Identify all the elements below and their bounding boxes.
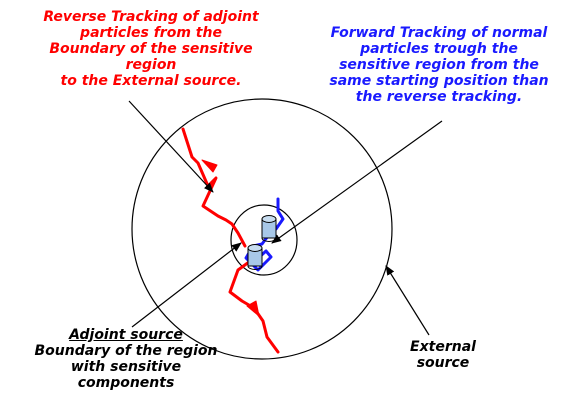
forward-tracking-label: Forward Tracking of normal particles tro… — [308, 25, 570, 105]
cylinder-icon — [247, 244, 263, 270]
external-label-pointer — [385, 265, 430, 336]
adjoint-source-line: Boundary of the region — [34, 343, 218, 359]
sensitive-region-circle — [230, 204, 298, 276]
cylinder-icon — [261, 215, 277, 242]
adjoint-source-line: with sensitive — [70, 359, 182, 375]
forward-tracking-line: sensitive region from the — [339, 57, 539, 73]
reverse-track-arrowhead — [201, 159, 218, 173]
adjoint-source-line: components — [77, 375, 175, 391]
reverse-track-outer-segment — [181, 127, 247, 248]
reverse-tracking-line: particles from the — [80, 25, 222, 41]
reverse-track-inner-segment — [228, 260, 280, 354]
reverse-track — [181, 127, 280, 354]
forward-tracking-line: Forward Tracking of normal — [330, 25, 548, 41]
forward-label-pointer — [271, 120, 443, 244]
external-source-line: External — [410, 339, 476, 355]
forward-tracking-line: the reverse tracking. — [355, 89, 523, 105]
reverse-tracking-line: region — [125, 57, 177, 73]
adjoint-label-pointer — [131, 242, 242, 328]
reverse-track-arrowhead-lower — [246, 300, 260, 317]
external-source-label: External source — [388, 339, 498, 371]
external-source-line: source — [416, 355, 470, 371]
reverse-tracking-line: to the External source. — [60, 73, 242, 89]
forward-tracking-line: particles trough the — [360, 41, 518, 57]
reverse-tracking-line: Reverse Tracking of adjoint — [43, 9, 259, 25]
forward-tracking-line: same starting position than — [329, 73, 549, 89]
adjoint-source-title: Adjoint source — [69, 327, 183, 343]
adjoint-source-label: Adjoint source Boundary of the region wi… — [4, 327, 248, 391]
reverse-tracking-label: Reverse Tracking of adjoint particles fr… — [6, 9, 296, 89]
reverse-tracking-line: Boundary of the sensitive — [49, 41, 253, 57]
reverse-label-pointer — [128, 100, 214, 193]
external-source-circle — [131, 98, 393, 360]
